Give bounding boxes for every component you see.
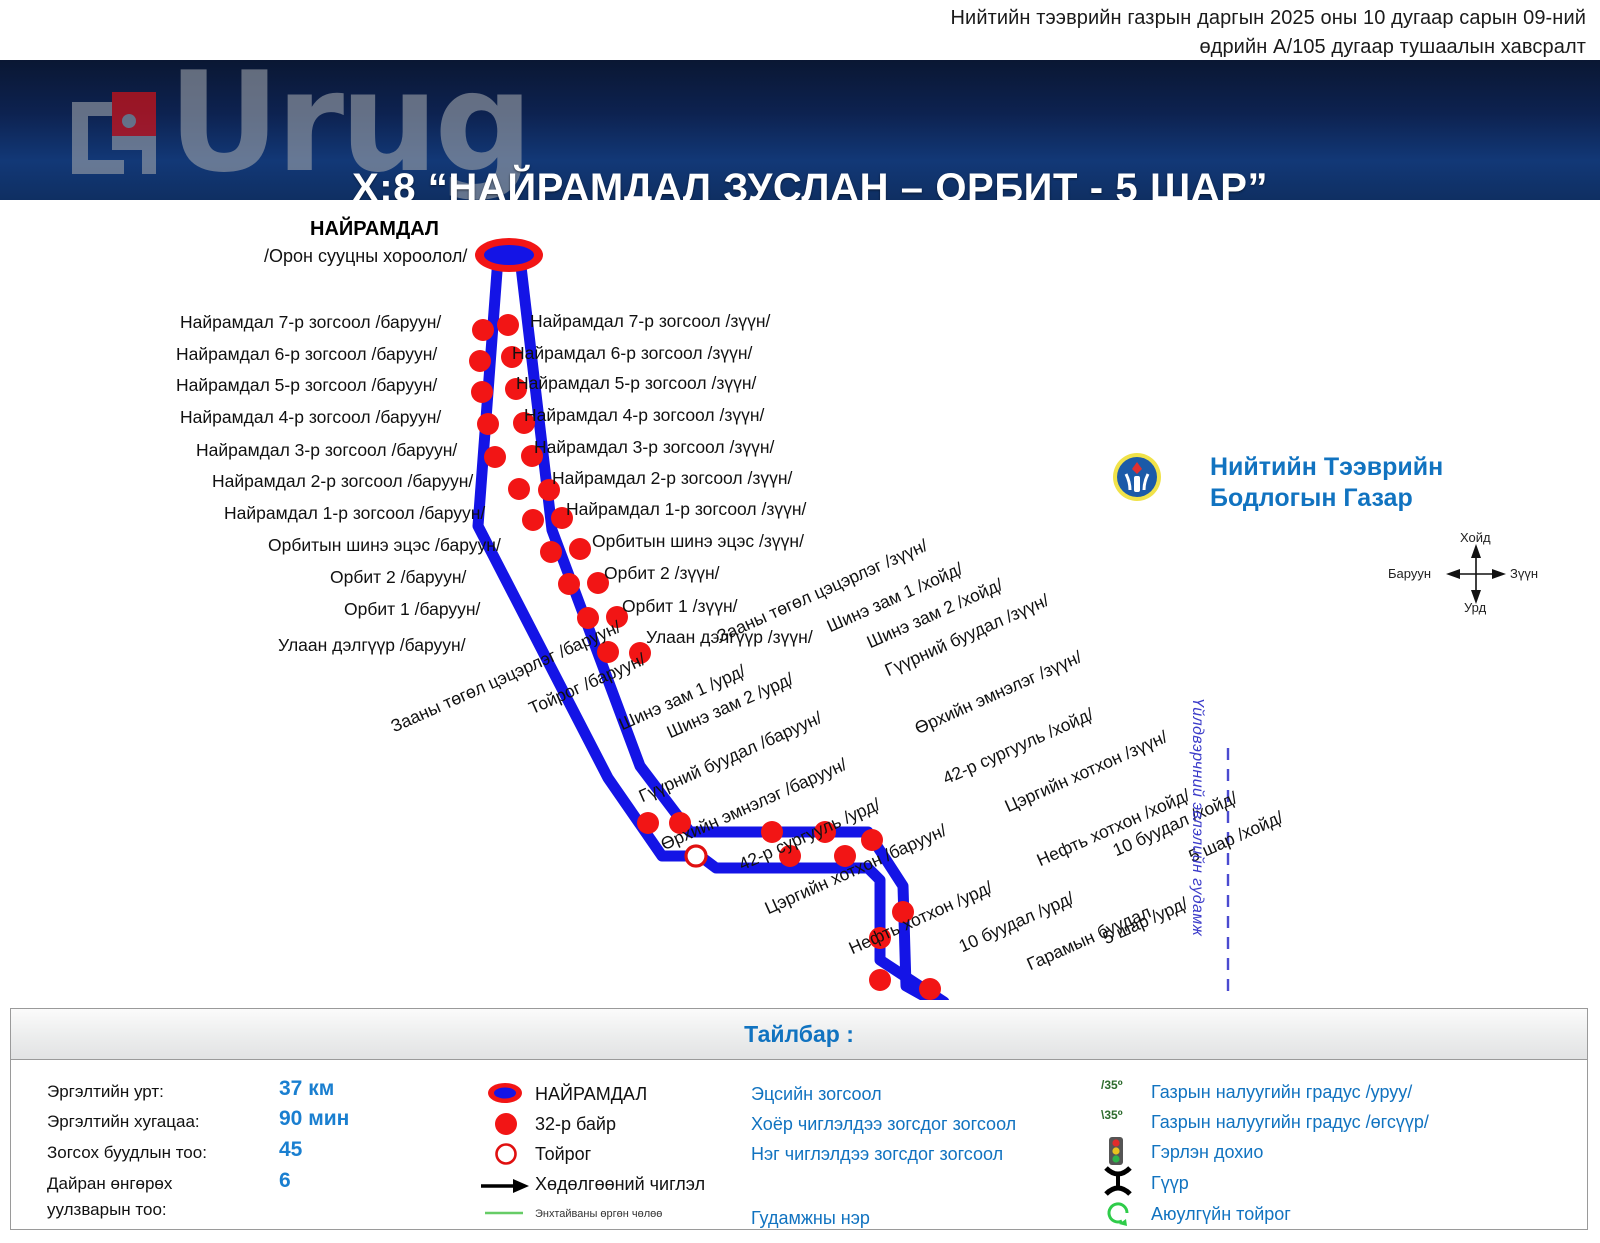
stop-label-east-10: Улаан дэлгүүр /зүүн/	[646, 627, 813, 647]
urug-watermark-text: Urug	[168, 60, 533, 200]
urug-logo-mark	[72, 92, 164, 184]
stop-label-west-4: Найрамдал 3-р зогсоол /баруун/	[196, 440, 458, 460]
roundabout-icon	[1105, 1200, 1131, 1231]
stop-label-west-1: Найрамдал 6-р зогсоол /баруун/	[176, 344, 438, 364]
terminus-marker-icon	[487, 1082, 523, 1109]
traffic-light-icon	[1107, 1136, 1125, 1171]
stop-label-west-10: Улаан дэлгүүр /баруун/	[278, 635, 466, 655]
terminus-marker-map	[475, 238, 543, 272]
legend-symbol-label-3: Хөдөлгөөний чиглэл	[535, 1174, 706, 1194]
legend-stop-type-0: Эцсийн зогсоол	[751, 1084, 882, 1104]
compass-rose: Хойд Урд Баруун Зүүн	[1388, 530, 1564, 616]
order-reference: Нийтийн тээврийн газрын даргын 2025 оны …	[951, 4, 1587, 62]
compass-east-label: Зүүн	[1510, 566, 1539, 581]
stat-label-2: Зогсох буудлын тоо:	[47, 1143, 207, 1162]
order-reference-line1: Нийтийн тээврийн газрын даргын 2025 оны …	[950, 7, 1586, 29]
stop-label-west-0: Найрамдал 7-р зогсоол /баруун/	[180, 312, 442, 332]
legend-stop-type-1: Хоёр чиглэлдээ зогсдог зогсоол	[751, 1114, 1017, 1134]
stop-label-east-1: Найрамдал 6-р зогсоол /зүүн/	[512, 343, 753, 363]
legend-header: Тайлбар :	[11, 1009, 1587, 1060]
header-banner: Urug Х:8 “НАЙРАМДАЛ ЗУСЛАН – ОРБИТ - 5 Ш…	[0, 60, 1600, 200]
stat-label-0: Эргэлтийн урт:	[47, 1082, 164, 1101]
route-map: НАЙРАМДАЛ /Орон сууцны хороолол/ Найрамд…	[0, 200, 1600, 1157]
stop-label-east-0: Найрамдал 7-р зогсоол /зүүн/	[530, 311, 771, 331]
legend-stop-type-2: Нэг чиглэлдээ зогсдог зогсоол	[751, 1144, 1004, 1164]
legend-symbol-label-4: Энхтайваны өргөн чөлөө	[535, 1208, 663, 1220]
legend-title: Тайлбар :	[744, 1021, 854, 1047]
legend-map-symbol-3: Гүүр	[1151, 1173, 1189, 1193]
stop-label-west-9: Орбит 1 /баруун/	[344, 599, 481, 619]
legend-stop-type-3: Гудамжны нэр	[751, 1208, 870, 1228]
legend-map-symbol-2: Гэрлэн дохио	[1151, 1142, 1264, 1162]
organization-name-line2: Бодлогын Газар	[1210, 484, 1413, 513]
stop-label-east-7: Орбитын шинэ эцэс /зүүн/	[592, 531, 804, 551]
stop-marker-icon	[494, 1112, 518, 1141]
legend-symbol-label-0: НАЙРАМДАЛ	[535, 1084, 648, 1104]
route-title: Х:8 “НАЙРАМДАЛ ЗУСЛАН – ОРБИТ - 5 ШАР”	[352, 166, 1269, 200]
legend-map-symbol-0: Газрын налуугийн градус /уруу/	[1151, 1082, 1413, 1102]
stop-label-west-7: Орбитын шинэ эцэс /баруун/	[268, 535, 501, 555]
route-line-inbound	[472, 252, 950, 1000]
stat-label-1: Эргэлтийн хугацаа:	[47, 1112, 200, 1131]
terminus-subtitle: /Орон сууцны хороолол/	[264, 246, 468, 266]
roundabout-marker-map	[684, 844, 708, 868]
stop-label-east-5: Найрамдал 2-р зогсоол /зүүн/	[552, 468, 793, 488]
stat-value-0: 37 км	[279, 1077, 335, 1100]
slope-up-icon: \35⁰	[1101, 1108, 1123, 1122]
compass-south-label: Урд	[1464, 600, 1487, 615]
legend-panel: Тайлбар : Эргэлтийн урт: 37 км Эргэлтийн…	[10, 1008, 1588, 1230]
slope-down-icon: /35⁰	[1101, 1078, 1123, 1092]
stop-label-east-4: Найрамдал 3-р зогсоол /зүүн/	[534, 437, 775, 457]
organization-name-line1: Нийтийн Тээврийн	[1210, 453, 1444, 481]
peace-avenue-line-icon	[483, 1206, 527, 1224]
street-label-vertical: Үйлдвэрчний эвлэлийн гудамж	[1189, 698, 1206, 937]
stop-label-west-5: Найрамдал 2-р зогсоол /баруун/	[212, 471, 474, 491]
legend-symbol-label-2: Тойрог	[535, 1144, 592, 1164]
stop-label-east-6: Найрамдал 1-р зогсоол /зүүн/	[566, 499, 807, 519]
legend-map-symbol-4: Аюулгүйн тойрог	[1151, 1204, 1291, 1224]
stat-label-3b: уулзварын тоо:	[47, 1200, 167, 1219]
organization-name: Нийтийн Тээврийн Бодлогын Газар	[1210, 452, 1443, 515]
stop-label-east-2: Найрамдал 5-р зогсоол /зүүн/	[516, 373, 757, 393]
stop-label-west-2: Найрамдал 5-р зогсоол /баруун/	[176, 375, 438, 395]
terminus-name: НАЙРАМДАЛ	[310, 218, 439, 240]
stat-value-2: 45	[279, 1138, 303, 1161]
bridge-icon	[1103, 1164, 1133, 1203]
direction-arrow-icon	[479, 1176, 531, 1201]
compass-west-label: Баруун	[1388, 566, 1432, 581]
legend-body: Эргэлтийн урт: 37 км Эргэлтийн хугацаа: …	[11, 1060, 1587, 1230]
stat-value-1: 90 мин	[279, 1107, 350, 1130]
compass-north-label: Хойд	[1460, 530, 1491, 545]
roundabout-marker-icon	[494, 1142, 518, 1171]
legend-map-symbol-1: Газрын налуугийн градус /өгсүүр/	[1151, 1112, 1429, 1132]
stop-label-west-8: Орбит 2 /баруун/	[330, 567, 467, 587]
stop-dots	[469, 314, 941, 1000]
order-reference-line2: өдрийн А/105 дугаар тушаалын хавсралт	[1199, 36, 1586, 58]
stop-label-west-6: Найрамдал 1-р зогсоол /баруун/	[224, 503, 486, 523]
stop-label-east-3: Найрамдал 4-р зогсоол /зүүн/	[524, 405, 765, 425]
legend-symbol-label-1: 32-р байр	[535, 1114, 616, 1134]
route-lines-svg	[469, 238, 1230, 1000]
urug-watermark-logo: Urug	[72, 60, 533, 192]
route-line-outbound	[514, 252, 943, 1000]
stop-label-east-8: Орбит 2 /зүүн/	[604, 563, 720, 583]
stop-label-west-3: Найрамдал 4-р зогсоол /баруун/	[180, 407, 442, 427]
stop-label-east-9: Орбит 1 /зүүн/	[622, 596, 738, 616]
stat-label-3: Дайран өнгөрөх	[47, 1174, 173, 1193]
stat-value-3: 6	[279, 1169, 291, 1192]
